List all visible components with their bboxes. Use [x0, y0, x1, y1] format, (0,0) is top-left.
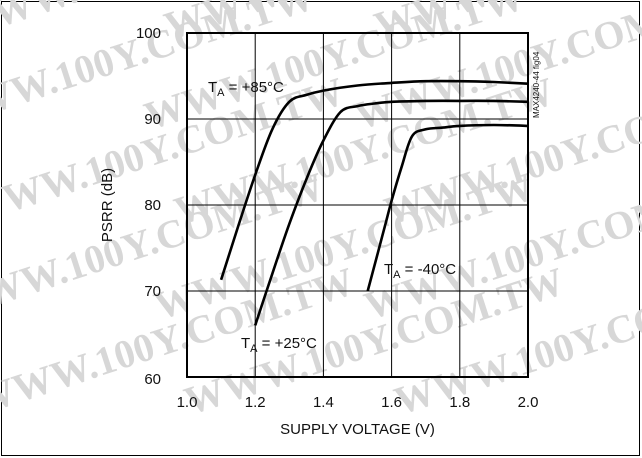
curve-25c: [253, 99, 529, 326]
x-tick-label: 1.6: [381, 394, 402, 411]
grid-lines: [187, 33, 528, 377]
x-tick-label: 1.2: [245, 394, 266, 411]
svg-text:TA = -40°C: TA = -40°C: [384, 261, 456, 281]
curve-minus40c: [366, 123, 529, 292]
y-tick-label: 90: [144, 111, 161, 128]
watermark-layer: WWW.100Y.COM.TWWWW.100Y.COM.TWWWW.100Y.C…: [0, 0, 642, 424]
series-label-85c: TA = +85°C: [208, 79, 284, 99]
x-axis-label: SUPPLY VOLTAGE (V): [280, 421, 435, 438]
y-tick-label: 70: [144, 283, 161, 300]
x-tick-label: 1.4: [313, 394, 334, 411]
figure-id: MAX4240-44 fig04: [532, 51, 541, 118]
y-tick-label: 80: [144, 197, 161, 214]
x-tick-label: 1.8: [449, 394, 470, 411]
series-label-minus40c: TA = -40°C: [384, 261, 456, 281]
svg-text:TA = +85°C: TA = +85°C: [208, 79, 284, 99]
x-tick-label: 1.0: [177, 394, 198, 411]
curves: [219, 79, 529, 326]
svg-text:TA = +25°C: TA = +25°C: [241, 335, 317, 355]
series-label-25c: TA = +25°C: [241, 335, 317, 355]
y-tick-label: 60: [144, 371, 161, 388]
y-tick-label: 100: [136, 25, 161, 42]
curve-85c: [219, 79, 529, 281]
y-axis-label: PSRR (dB): [99, 168, 116, 242]
x-tick-label: 2.0: [518, 394, 539, 411]
tick-labels: 1.0 1.2 1.4 1.6 1.8 2.0 60 70 80 90 100: [136, 25, 538, 411]
